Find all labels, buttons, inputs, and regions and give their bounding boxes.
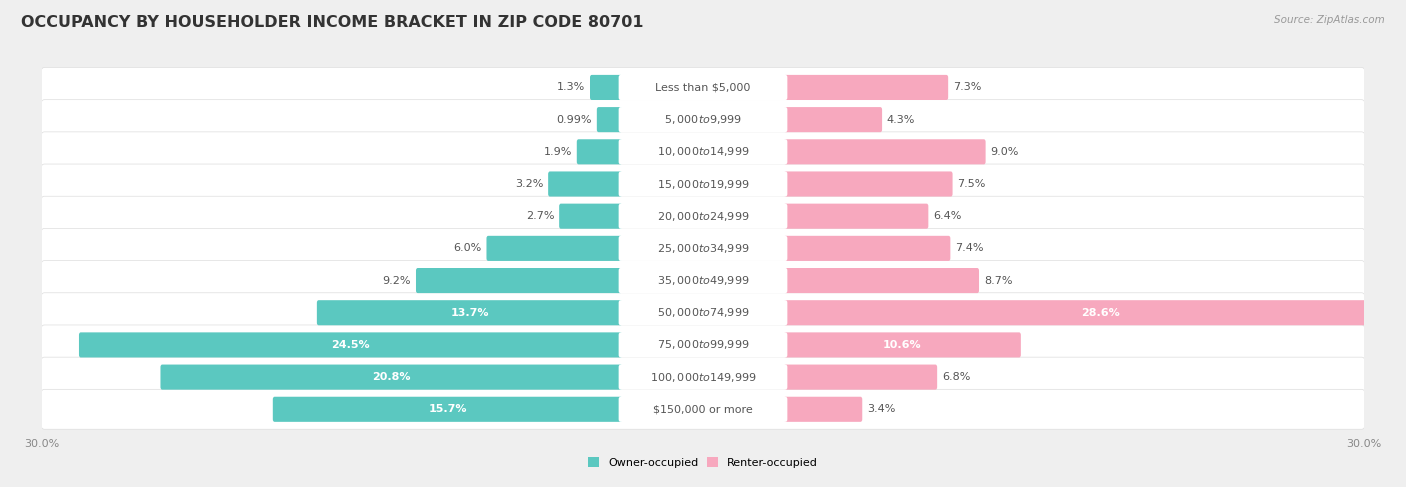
FancyBboxPatch shape (41, 164, 1365, 204)
FancyBboxPatch shape (783, 139, 986, 165)
FancyBboxPatch shape (619, 397, 787, 422)
FancyBboxPatch shape (619, 300, 787, 325)
Text: 7.5%: 7.5% (957, 179, 986, 189)
FancyBboxPatch shape (619, 365, 787, 390)
Text: $5,000 to $9,999: $5,000 to $9,999 (664, 113, 742, 126)
FancyBboxPatch shape (41, 357, 1365, 397)
FancyBboxPatch shape (41, 293, 1365, 333)
Text: $20,000 to $24,999: $20,000 to $24,999 (657, 210, 749, 223)
Text: 2.7%: 2.7% (526, 211, 554, 221)
Text: $150,000 or more: $150,000 or more (654, 404, 752, 414)
Text: $75,000 to $99,999: $75,000 to $99,999 (657, 338, 749, 352)
Text: Source: ZipAtlas.com: Source: ZipAtlas.com (1274, 15, 1385, 25)
Text: $10,000 to $14,999: $10,000 to $14,999 (657, 145, 749, 158)
FancyBboxPatch shape (160, 365, 623, 390)
Text: 4.3%: 4.3% (887, 114, 915, 125)
FancyBboxPatch shape (591, 75, 623, 100)
FancyBboxPatch shape (416, 268, 623, 293)
Text: Less than $5,000: Less than $5,000 (655, 82, 751, 93)
Text: 7.4%: 7.4% (955, 244, 984, 253)
FancyBboxPatch shape (783, 332, 1021, 357)
Legend: Owner-occupied, Renter-occupied: Owner-occupied, Renter-occupied (583, 453, 823, 472)
Text: 9.2%: 9.2% (382, 276, 411, 285)
Text: 8.7%: 8.7% (984, 276, 1012, 285)
Text: 6.4%: 6.4% (934, 211, 962, 221)
Text: 3.4%: 3.4% (868, 404, 896, 414)
Text: 10.6%: 10.6% (883, 340, 922, 350)
FancyBboxPatch shape (560, 204, 623, 229)
Text: 20.8%: 20.8% (373, 372, 411, 382)
Text: 1.3%: 1.3% (557, 82, 585, 93)
FancyBboxPatch shape (783, 300, 1406, 325)
FancyBboxPatch shape (619, 75, 787, 100)
FancyBboxPatch shape (619, 268, 787, 293)
Text: 28.6%: 28.6% (1081, 308, 1121, 318)
Text: 3.2%: 3.2% (515, 179, 543, 189)
FancyBboxPatch shape (783, 107, 882, 132)
Text: $100,000 to $149,999: $100,000 to $149,999 (650, 371, 756, 384)
FancyBboxPatch shape (41, 100, 1365, 140)
Text: 24.5%: 24.5% (332, 340, 370, 350)
Text: 15.7%: 15.7% (429, 404, 467, 414)
Text: 6.0%: 6.0% (453, 244, 482, 253)
Text: 13.7%: 13.7% (450, 308, 489, 318)
FancyBboxPatch shape (783, 236, 950, 261)
Text: 6.8%: 6.8% (942, 372, 970, 382)
FancyBboxPatch shape (619, 236, 787, 261)
FancyBboxPatch shape (548, 171, 623, 197)
FancyBboxPatch shape (273, 397, 623, 422)
Text: 7.3%: 7.3% (953, 82, 981, 93)
Text: $15,000 to $19,999: $15,000 to $19,999 (657, 177, 749, 190)
FancyBboxPatch shape (783, 397, 862, 422)
FancyBboxPatch shape (619, 171, 787, 197)
FancyBboxPatch shape (41, 228, 1365, 268)
FancyBboxPatch shape (783, 171, 953, 197)
FancyBboxPatch shape (619, 139, 787, 165)
Text: 9.0%: 9.0% (990, 147, 1019, 157)
Text: $25,000 to $34,999: $25,000 to $34,999 (657, 242, 749, 255)
FancyBboxPatch shape (619, 332, 787, 357)
Text: 0.99%: 0.99% (557, 114, 592, 125)
FancyBboxPatch shape (41, 132, 1365, 172)
FancyBboxPatch shape (41, 389, 1365, 429)
FancyBboxPatch shape (576, 139, 623, 165)
FancyBboxPatch shape (486, 236, 623, 261)
Text: $35,000 to $49,999: $35,000 to $49,999 (657, 274, 749, 287)
FancyBboxPatch shape (596, 107, 623, 132)
FancyBboxPatch shape (619, 107, 787, 132)
FancyBboxPatch shape (783, 268, 979, 293)
FancyBboxPatch shape (41, 325, 1365, 365)
Text: 1.9%: 1.9% (544, 147, 572, 157)
Text: $50,000 to $74,999: $50,000 to $74,999 (657, 306, 749, 319)
Text: OCCUPANCY BY HOUSEHOLDER INCOME BRACKET IN ZIP CODE 80701: OCCUPANCY BY HOUSEHOLDER INCOME BRACKET … (21, 15, 644, 30)
FancyBboxPatch shape (619, 204, 787, 229)
FancyBboxPatch shape (41, 196, 1365, 236)
FancyBboxPatch shape (41, 261, 1365, 300)
FancyBboxPatch shape (316, 300, 623, 325)
FancyBboxPatch shape (783, 204, 928, 229)
FancyBboxPatch shape (79, 332, 623, 357)
FancyBboxPatch shape (783, 365, 938, 390)
FancyBboxPatch shape (783, 75, 948, 100)
FancyBboxPatch shape (41, 68, 1365, 108)
